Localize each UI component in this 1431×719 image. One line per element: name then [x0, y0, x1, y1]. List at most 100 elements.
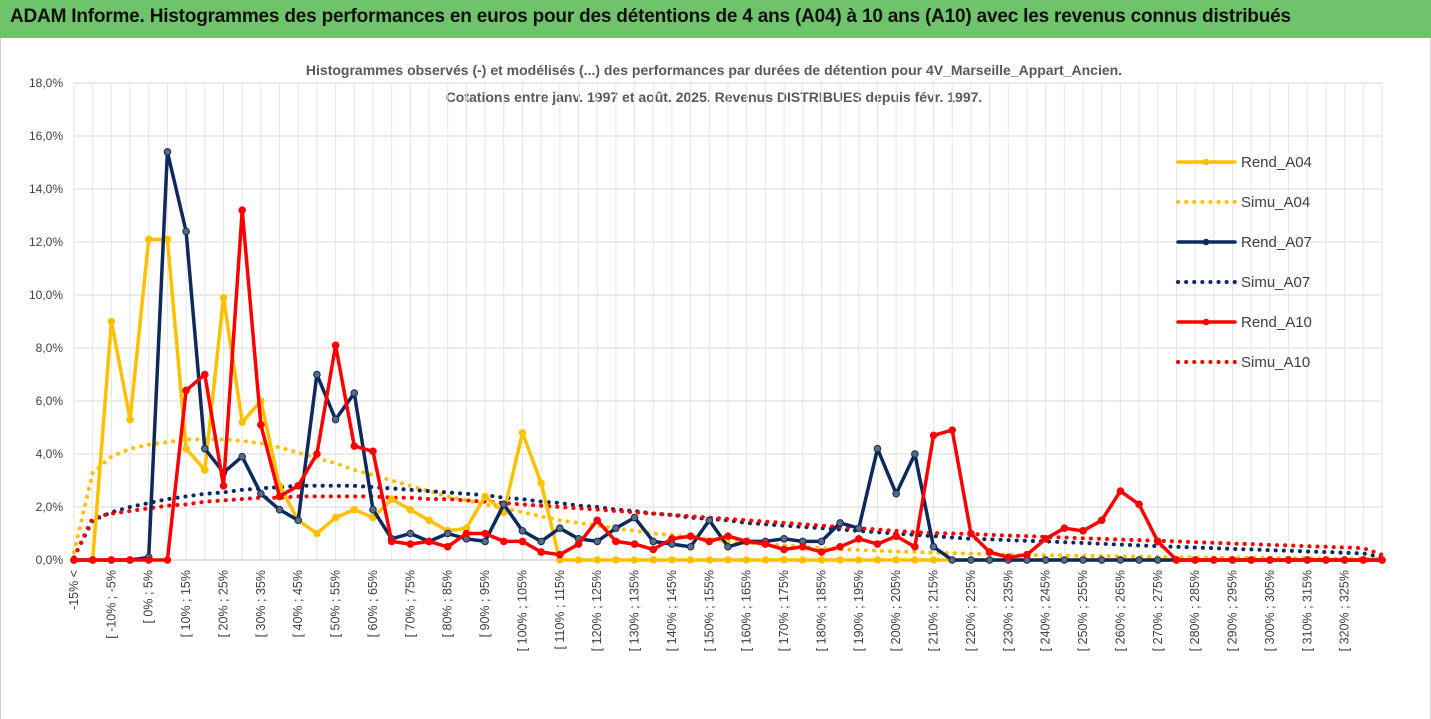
header-banner: ADAM Informe. Histogrammes des performan…: [0, 0, 1431, 38]
data-point-rend-a10: [649, 545, 658, 554]
legend-label: Simu_A04: [1241, 194, 1310, 211]
data-point-rend-a04: [182, 444, 190, 453]
data-point-rend-a10: [518, 537, 527, 546]
data-point-rend-a04: [593, 556, 602, 564]
data-point-rend-a10: [369, 447, 377, 456]
data-point-rend-a10: [1228, 556, 1237, 564]
data-point-rend-a07: [686, 542, 695, 551]
data-point-rend-a07: [1097, 556, 1106, 564]
x-tick-label: [ 280% ; 285%: [1188, 570, 1202, 651]
data-point-rend-a10: [593, 516, 602, 525]
data-point-rend-a10: [855, 535, 863, 543]
data-point-rend-a07: [238, 452, 246, 461]
y-tick-label: 2,0%: [36, 500, 64, 514]
x-tick-label: [ 70% ; 75%: [403, 570, 417, 637]
data-point-rend-a10: [1191, 556, 1199, 564]
data-point-rend-a07: [911, 450, 919, 458]
data-point-rend-a07: [612, 524, 620, 533]
y-tick-label: 18,0%: [29, 76, 63, 90]
data-point-rend-a04: [574, 556, 583, 564]
x-tick-label: [ 320% ; 325%: [1338, 570, 1352, 651]
data-point-rend-a10: [1041, 535, 1050, 543]
x-tick-label: [ 20% ; 25%: [216, 570, 230, 637]
data-point-rend-a04: [649, 556, 658, 564]
data-point-rend-a04: [630, 556, 639, 564]
legend-label: Rend_A10: [1241, 314, 1312, 331]
data-point-rend-a10: [911, 542, 919, 551]
data-point-rend-a10: [1322, 556, 1330, 564]
data-point-rend-a10: [1116, 487, 1125, 495]
data-point-rend-a07: [313, 370, 321, 379]
data-point-rend-a10: [967, 529, 975, 538]
data-point-rend-a04: [537, 479, 545, 487]
data-point-rend-a10: [70, 556, 78, 564]
data-point-rend-a04: [668, 556, 676, 564]
data-point-rend-a10: [387, 537, 396, 546]
data-point-rend-a07: [182, 227, 190, 236]
x-tick-label: -15% <: [67, 570, 81, 610]
data-point-rend-a07: [331, 415, 340, 424]
data-point-rend-a10: [350, 442, 359, 450]
data-point-rend-a04: [855, 556, 863, 564]
data-point-rend-a10: [556, 550, 564, 559]
data-point-rend-a04: [612, 556, 620, 564]
data-point-rend-a10: [481, 529, 489, 538]
data-point-rend-a07: [836, 519, 844, 527]
legend-label: Rend_A07: [1241, 234, 1312, 251]
data-point-rend-a10: [443, 542, 452, 551]
data-point-rend-a07: [1135, 556, 1143, 564]
data-point-rend-a07: [556, 524, 564, 533]
data-point-rend-a07: [481, 537, 489, 546]
x-tick-label: [ 180% ; 185%: [814, 570, 828, 651]
data-point-rend-a04: [780, 556, 788, 564]
data-point-rend-a07: [1116, 556, 1125, 564]
data-point-rend-a10: [724, 532, 732, 540]
data-point-rend-a07: [163, 148, 172, 156]
data-point-rend-a10: [1284, 556, 1293, 564]
y-tick-label: 16,0%: [29, 129, 63, 143]
data-point-rend-a07: [1079, 556, 1087, 564]
data-point-rend-a07: [892, 489, 900, 498]
data-point-rend-a10: [294, 482, 303, 490]
data-point-rend-a10: [612, 537, 620, 546]
banner-title: ADAM Informe. Histogrammes des performan…: [10, 6, 1291, 27]
data-point-rend-a04: [406, 505, 415, 514]
data-point-rend-a10: [126, 556, 134, 564]
data-point-rend-a04: [836, 556, 844, 564]
data-point-rend-a10: [1079, 527, 1087, 535]
legend-marker: [1202, 318, 1210, 326]
data-point-rend-a07: [593, 537, 602, 546]
data-point-rend-a10: [742, 537, 751, 546]
data-point-rend-a04: [313, 529, 321, 538]
x-tick-label: [ 250% ; 255%: [1076, 570, 1090, 651]
data-point-rend-a04: [686, 556, 695, 564]
data-point-rend-a10: [948, 426, 957, 434]
x-tick-label: [ 130% ; 135%: [628, 570, 642, 651]
data-point-rend-a07: [724, 542, 732, 551]
data-point-rend-a04: [238, 418, 246, 427]
x-tick-label: [ 310% ; 315%: [1300, 570, 1314, 651]
data-point-rend-a10: [201, 370, 209, 379]
legend-label: Simu_A07: [1241, 274, 1310, 291]
data-point-rend-a07: [817, 537, 826, 546]
x-tick-label: [ 150% ; 155%: [702, 570, 716, 651]
y-tick-label: 14,0%: [29, 182, 63, 196]
x-tick-label: [ 110% ; 115%: [553, 570, 567, 649]
data-point-rend-a04: [425, 516, 433, 525]
data-point-rend-a10: [537, 548, 545, 556]
data-point-rend-a10: [1153, 537, 1162, 546]
chart-subtitle-line-2: Cotations entre janv. 1997 et août. 2025…: [446, 89, 983, 105]
data-point-rend-a10: [1378, 556, 1386, 564]
data-point-rend-a10: [182, 386, 190, 395]
y-tick-label: 0,0%: [36, 553, 64, 567]
data-point-rend-a07: [201, 444, 209, 453]
data-point-rend-a04: [705, 556, 714, 564]
data-point-rend-a10: [331, 341, 340, 350]
data-point-rend-a10: [780, 545, 788, 554]
data-point-rend-a10: [1023, 550, 1031, 559]
data-point-rend-a04: [219, 293, 228, 302]
data-point-rend-a07: [350, 389, 359, 397]
data-point-rend-a07: [873, 444, 882, 453]
x-tick-label: [ 160% ; 165%: [740, 570, 754, 651]
x-tick-label: [ 210% ; 215%: [927, 570, 941, 651]
